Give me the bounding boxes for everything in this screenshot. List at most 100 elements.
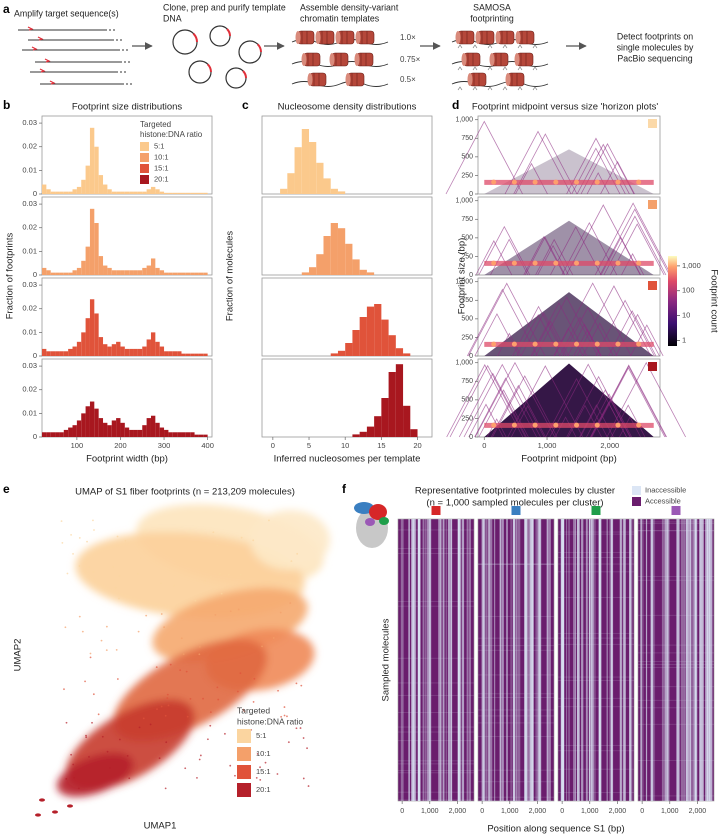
primer — [31, 46, 38, 51]
umap-point — [209, 724, 212, 727]
accessible-stripe — [517, 519, 521, 801]
bar — [142, 267, 147, 275]
umap-point — [116, 678, 119, 680]
x-axis-title: Footprint width (bp) — [86, 454, 168, 465]
umap-point — [73, 776, 76, 779]
y-tick-label: 0 — [469, 353, 473, 360]
legend-title: Targeted — [140, 120, 171, 129]
accessible-stripe — [535, 519, 538, 801]
bar — [68, 348, 73, 356]
umap-point — [302, 777, 305, 780]
umap-thumbnail — [379, 517, 389, 525]
bar — [94, 146, 99, 194]
bar — [190, 272, 195, 275]
methyl-mark — [517, 66, 523, 71]
facet-frame — [41, 358, 213, 438]
umap-point — [163, 626, 166, 629]
y-axis-title: Footprint size (bp) — [457, 238, 468, 315]
methyl-mark — [532, 44, 538, 49]
bar — [111, 191, 117, 194]
bar — [72, 270, 77, 275]
y-tick-label: 0 — [469, 191, 473, 198]
umap-point — [84, 680, 86, 683]
umap-point — [88, 566, 91, 569]
insert — [256, 43, 262, 53]
umap-point — [85, 736, 88, 739]
y-axis-title: Sampled molecules — [381, 618, 392, 701]
umap-point — [189, 698, 192, 700]
accessible-stripe — [568, 519, 570, 801]
bar — [168, 272, 173, 275]
legend-title: Targeted — [237, 705, 270, 715]
bar — [103, 344, 108, 356]
umap-point — [126, 754, 129, 757]
molecule-noise — [638, 699, 714, 701]
umap-point — [180, 637, 183, 640]
bar — [89, 127, 95, 194]
panel-label: a — [3, 2, 10, 16]
umap-point — [184, 767, 187, 770]
bar — [337, 350, 346, 356]
accessible-stripe — [666, 519, 669, 801]
bar — [172, 351, 178, 356]
molecule-noise — [398, 763, 474, 765]
heatmap-ridge — [553, 282, 632, 357]
umap-point — [259, 766, 261, 769]
umap-point — [88, 755, 90, 758]
heatmap-ridge — [504, 130, 572, 195]
heatmap-ridge — [490, 384, 546, 438]
accessible-stripe — [482, 519, 486, 801]
heatmap-hotspot — [553, 179, 559, 185]
umap-point — [204, 579, 207, 582]
bar — [198, 353, 204, 356]
legend-label: 20:1 — [154, 174, 169, 183]
methyl-mark — [457, 86, 463, 91]
bar — [374, 304, 382, 356]
accessible-stripe — [408, 519, 410, 801]
accessible-stripe — [598, 519, 602, 801]
y-tick-label: 0 — [469, 434, 473, 441]
x-tick-label: 2,000 — [449, 808, 467, 815]
umap-point — [234, 774, 236, 777]
bar — [50, 191, 56, 194]
molecule-noise — [478, 649, 554, 651]
panel-label: d — [452, 98, 459, 112]
ratio-label: 1.0× — [400, 33, 416, 42]
bar — [72, 346, 77, 356]
legend-label: 5:1 — [256, 731, 266, 740]
accessible-stripe — [439, 519, 442, 801]
legend-swatch — [237, 729, 251, 743]
accessible-stripe — [650, 519, 653, 801]
methyl-mark — [502, 86, 508, 91]
molecule-noise — [638, 760, 714, 761]
umap-point — [100, 639, 103, 642]
bar — [59, 351, 64, 356]
bar — [159, 270, 165, 275]
bar — [85, 165, 90, 194]
heatmap-ridge — [580, 143, 635, 195]
y-tick-label: 0.02 — [22, 385, 37, 394]
umap-point — [306, 747, 308, 750]
accessible-stripe — [512, 519, 516, 801]
accessible-stripe — [506, 519, 508, 801]
heatmap-band — [484, 260, 654, 266]
bar — [323, 178, 331, 194]
accessible-stripe — [645, 519, 647, 801]
accessible-stripe — [427, 519, 429, 801]
molecule-noise — [398, 682, 474, 684]
legend-label: 15:1 — [256, 767, 271, 776]
nucleosome-face — [295, 31, 301, 44]
accessible-stripe — [573, 519, 576, 801]
heatmap-ridge — [478, 389, 529, 438]
accessible-stripe — [676, 519, 681, 801]
heatmap-ridge — [478, 225, 531, 276]
bar — [89, 401, 95, 437]
y-tick-label: 0 — [33, 432, 37, 441]
heatmap-ridge — [513, 133, 578, 195]
methyl-mark — [517, 44, 523, 49]
umap-thumbnail — [369, 504, 387, 520]
accessible-stripe — [700, 519, 704, 801]
umap-point — [137, 630, 140, 633]
umap-point — [290, 582, 292, 585]
heatmap-hotspot — [636, 341, 642, 347]
